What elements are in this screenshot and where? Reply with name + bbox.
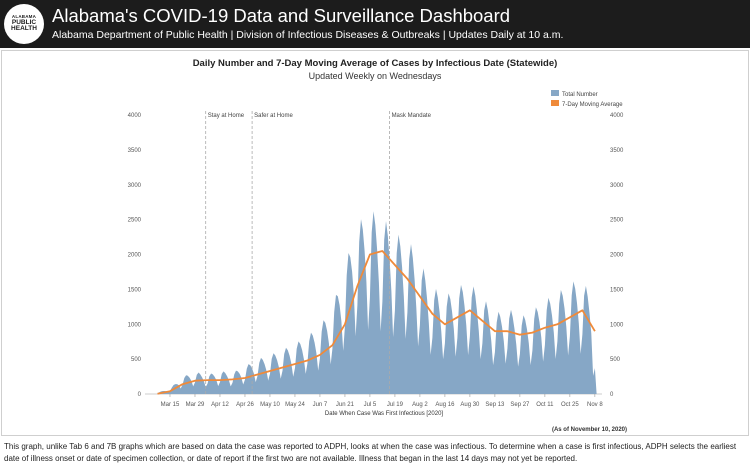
y-tick-label-right: 3500 [610,148,624,154]
chart-title: Daily Number and 7-Day Moving Average of… [192,58,558,69]
chart-legend: Total Number 7-Day Moving Average [551,90,623,108]
x-tick-label: Jul 19 [387,402,404,408]
logo-line-3: HEALTH [11,25,37,33]
annotation-label: Stay at Home [208,113,245,119]
legend-label-average: 7-Day Moving Average [562,102,623,108]
x-tick-label: Jun 21 [336,402,355,408]
adph-logo: ALABAMA PUBLIC HEALTH [4,4,44,44]
x-tick-label: Sep 27 [510,402,530,408]
x-tick-label: Aug 16 [435,402,455,408]
y-tick-label-left: 3000 [128,183,142,189]
y-tick-label-left: 4000 [128,113,142,119]
line-layer [157,250,596,395]
cases-chart[interactable]: 0 0 500 500 1000 1000 1500 1500 2000 2000 2500 2500… [0,0,750,440]
y-tick-label-right: 4000 [610,113,624,119]
x-tick-label: May 10 [260,402,280,408]
y-tick-label-right: 1500 [610,287,624,293]
x-tick-label: Nov 8 [587,402,603,408]
legend-swatch-average [551,100,559,106]
y-tick-label-right: 2000 [610,253,624,259]
x-tick-label: Aug 30 [460,402,480,408]
x-tick-label: Apr 26 [236,402,254,408]
y-tick-label-left: 3500 [128,148,142,154]
chart-subtitle: Updated Weekly on Wednesdays [308,71,442,81]
x-tick-label: May 24 [285,402,305,408]
y-tick-label-left: 500 [131,357,142,363]
y-tick-label-left: 1500 [128,287,142,293]
annotation-label: Safer at Home [254,113,293,119]
chart-footnote: This graph, unlike Tab 6 and 7B graphs w… [4,442,737,463]
moving-average-line [157,250,596,395]
x-tick-label: Mar 15 [161,402,180,408]
total-number-area [157,211,597,394]
annotation-label: Mask Mandate [392,113,432,119]
dashboard-title: Alabama's COVID-19 Data and Surveillance… [52,5,511,26]
logo-line-1: ALABAMA [11,14,37,20]
legend-label-total: Total Number [562,92,598,98]
x-axis-label: Date When Case Was First Infectious [202… [325,411,443,417]
y-tick-label-left: 2500 [128,218,142,224]
area-layer [157,211,597,394]
y-tick-label-right: 0 [610,392,614,398]
x-tick-label: Aug 2 [412,402,428,408]
y-tick-label-right: 1000 [610,322,624,328]
y-tick-label-left: 2000 [128,253,142,259]
y-tick-label-right: 3000 [610,183,624,189]
as-of-date: (As of November 10, 2020) [552,427,627,433]
x-tick-label: Jul 5 [364,402,377,408]
logo-line-2: PUBLIC [11,18,37,26]
y-tick-label-left: 1000 [128,322,142,328]
x-tick-label: Oct 25 [561,402,579,408]
x-tick-label: Mar 29 [186,402,205,408]
x-tick-label: Sep 13 [485,402,505,408]
x-tick-label: Apr 12 [211,402,229,408]
y-tick-label-right: 2500 [610,218,624,224]
y-tick-label-right: 500 [610,357,621,363]
legend-swatch-total [551,90,559,96]
header-bar: ALABAMA PUBLIC HEALTH Alabama's COVID-19… [0,0,750,48]
dashboard-subtitle: Alabama Department of Public Health | Di… [52,29,564,41]
x-tick-label: Jun 7 [313,402,328,408]
x-tick-label: Oct 11 [536,402,554,408]
y-tick-label-left: 0 [138,392,142,398]
annotation-layer: Stay at Home Safer at Home Mask Mandate [205,111,432,394]
